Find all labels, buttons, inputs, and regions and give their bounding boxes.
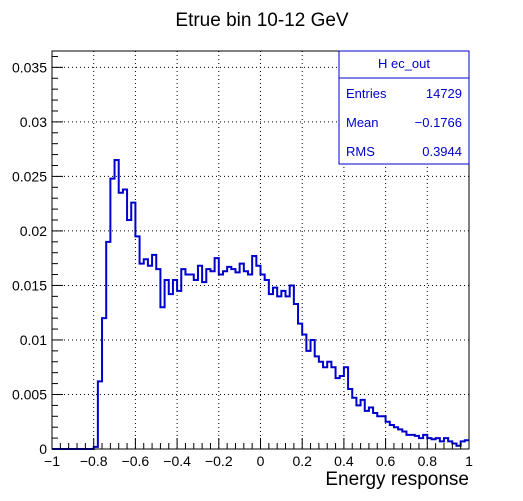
- histogram-bin-65: [323, 367, 327, 449]
- histogram-bin-81: [390, 425, 394, 449]
- histogram-bin-30: [177, 291, 181, 449]
- histogram-bin-32: [185, 275, 189, 449]
- histogram-bin-75: [365, 411, 369, 449]
- histogram-bin-45: [240, 264, 244, 449]
- histogram-bin-50: [261, 275, 265, 449]
- histogram-bin-15: [115, 160, 119, 449]
- histogram-bin-41: [223, 271, 227, 449]
- histogram-bin-55: [281, 291, 285, 449]
- histogram-bin-73: [356, 405, 360, 449]
- histogram-bin-35: [198, 266, 202, 449]
- histogram-bin-22: [144, 259, 148, 449]
- histogram-bin-85: [406, 435, 410, 449]
- histogram-bin-64: [319, 362, 323, 449]
- y-tick-label: 0.03: [20, 114, 47, 130]
- histogram-bin-29: [173, 280, 177, 449]
- stats-rms-value: 0.3944: [422, 144, 462, 159]
- x-tick-label: 0.2: [292, 453, 312, 469]
- histogram-bin-40: [219, 275, 223, 449]
- histogram-bin-58: [294, 304, 298, 449]
- histogram-bin-66: [327, 362, 331, 449]
- histogram-bin-77: [373, 413, 377, 449]
- histogram-bin-20: [135, 236, 139, 449]
- stats-box-frame: [338, 50, 470, 165]
- stats-mean-label: Mean: [346, 115, 379, 130]
- histogram-bin-86: [411, 435, 415, 449]
- x-tick-label: 0.4: [334, 453, 354, 469]
- stats-box-title: H ec_out: [378, 56, 430, 71]
- histogram-bin-31: [181, 269, 185, 449]
- histogram-line: [52, 159, 469, 450]
- y-tick-label: 0.02: [20, 223, 47, 239]
- y-tick-label: 0.025: [12, 168, 47, 184]
- x-tick-label: −0.2: [205, 453, 233, 469]
- histogram-bin-28: [169, 294, 173, 449]
- x-tick-label: 1: [465, 453, 473, 469]
- histogram-bins: [94, 160, 469, 449]
- histogram-bin-37: [206, 269, 210, 449]
- histogram-bin-57: [290, 285, 294, 449]
- histogram-bin-39: [215, 258, 219, 449]
- histogram-bin-43: [231, 269, 235, 449]
- x-axis: −1 −0.8 −0.6 −0.4 −0.2 0 0.2 0.4 0.6 0.8 1: [44, 438, 473, 469]
- histogram-bin-18: [127, 220, 131, 449]
- x-tick-label: −0.8: [80, 453, 108, 469]
- x-tick-label: −0.4: [163, 453, 191, 469]
- histogram-bin-63: [315, 356, 319, 449]
- y-tick-label: 0.01: [20, 332, 47, 348]
- stats-entries-value: 14729: [426, 86, 462, 101]
- x-tick-label: 0: [257, 453, 265, 469]
- x-tick-label: 0.6: [376, 453, 396, 469]
- histogram-bin-34: [194, 280, 198, 449]
- histogram-bin-19: [131, 203, 135, 449]
- histogram-bin-54: [277, 296, 281, 449]
- histogram-bin-91: [431, 439, 435, 449]
- x-axis-label: Energy response: [325, 469, 469, 490]
- histogram-bin-78: [377, 416, 381, 449]
- histogram-bin-93: [440, 441, 444, 449]
- y-tick-label: 0.005: [12, 386, 47, 402]
- histogram-bin-47: [248, 275, 252, 449]
- histogram-bin-56: [286, 296, 290, 449]
- histogram-bin-51: [265, 280, 269, 449]
- stats-entries-label: Entries: [346, 86, 387, 101]
- chart-title: Etrue bin 10-12 GeV: [175, 10, 349, 31]
- y-tick-label: 0.015: [12, 277, 47, 293]
- histogram-bin-26: [160, 307, 164, 449]
- histogram-bin-44: [235, 272, 239, 449]
- stats-mean-value: −0.1766: [415, 115, 462, 130]
- stats-box: H ec_out Entries 14729 Mean −0.1766 RMS …: [338, 50, 470, 165]
- histogram-bin-46: [244, 271, 248, 449]
- histogram-bin-52: [269, 294, 273, 449]
- x-tick-label: 0.8: [418, 453, 438, 469]
- y-axis: 0 0.005 0.01 0.015 0.02 0.025 0.03 0.035: [12, 55, 63, 457]
- stats-rms-label: RMS: [346, 144, 375, 159]
- histogram-bin-24: [152, 255, 156, 449]
- histogram-bin-82: [394, 427, 398, 449]
- histogram-bin-42: [227, 267, 231, 449]
- histogram-bin-33: [190, 275, 194, 449]
- y-tick-label: 0.035: [12, 59, 47, 75]
- grid: [52, 51, 469, 449]
- y-tick-label: 0: [39, 441, 47, 457]
- x-tick-label: −1: [44, 453, 60, 469]
- x-tick-label: −0.6: [122, 453, 150, 469]
- histogram-bin-38: [210, 271, 214, 449]
- histogram-bin-59: [298, 324, 302, 449]
- histogram-bin-17: [123, 189, 127, 449]
- histogram-bin-68: [336, 378, 340, 449]
- histogram-bin-69: [340, 376, 344, 449]
- histogram-bin-23: [148, 266, 152, 449]
- histogram-bin-88: [419, 438, 423, 449]
- histogram-bin-61: [306, 351, 310, 449]
- histogram-bin-36: [202, 282, 206, 449]
- histogram-bin-21: [140, 264, 144, 449]
- histogram-bin-67: [331, 367, 335, 449]
- histogram-bin-53: [273, 288, 277, 449]
- histogram-bin-49: [256, 266, 260, 449]
